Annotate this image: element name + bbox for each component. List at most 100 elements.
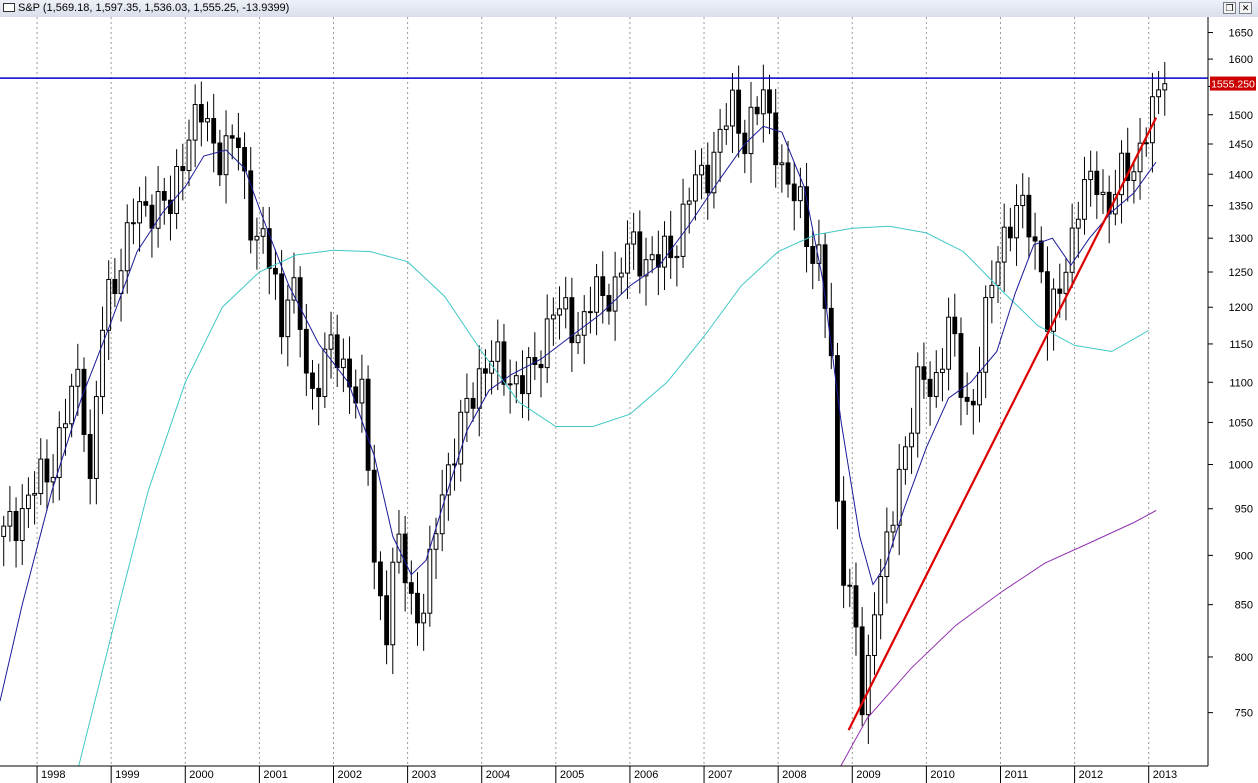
candle-body: [977, 371, 982, 406]
candle-body: [526, 357, 532, 395]
price-label: 850: [1235, 600, 1253, 612]
date-label: 2000: [189, 769, 213, 781]
candle-body: [310, 372, 315, 389]
candle-body: [1162, 83, 1168, 91]
candle-body: [686, 200, 692, 205]
candle-body: [297, 277, 303, 330]
price-label: 1400: [1229, 169, 1253, 181]
candle-body: [328, 334, 334, 350]
candle-body: [248, 170, 254, 241]
candle-body: [520, 375, 525, 395]
candle-body: [1038, 240, 1044, 273]
candle-body: [1156, 89, 1162, 98]
candle-body: [847, 584, 853, 587]
candle-body: [884, 531, 890, 578]
candle-body: [334, 334, 340, 369]
candle-body: [909, 432, 914, 448]
candle-body: [464, 397, 470, 413]
candle-body: [433, 533, 439, 550]
cycle-curve: [73, 225, 1149, 783]
candle-body: [186, 139, 192, 172]
candle-body: [155, 191, 161, 229]
candle-body: [229, 135, 235, 139]
candle-body: [841, 500, 847, 586]
price-label: 900: [1235, 550, 1253, 562]
candle-body: [1001, 226, 1007, 263]
candle-body: [1119, 152, 1124, 196]
candle-body: [896, 468, 902, 526]
price-label: 1200: [1229, 302, 1253, 314]
candle-body: [143, 201, 149, 206]
candle-body: [797, 186, 803, 202]
candle-body: [748, 106, 754, 155]
candle-body: [217, 142, 223, 176]
candle-body: [791, 183, 797, 202]
last-price-tag: 1555.250: [1210, 76, 1256, 91]
candle-body: [192, 104, 198, 141]
date-label: 2009: [856, 769, 880, 781]
date-label: 2003: [412, 769, 436, 781]
candle-body: [618, 272, 624, 278]
candle-body: [285, 299, 291, 338]
candle-body: [872, 614, 877, 656]
candle-body: [38, 458, 44, 495]
candle-body: [964, 396, 970, 402]
candle-body: [19, 508, 25, 542]
candle-body: [1075, 218, 1081, 229]
price-label: 750: [1235, 708, 1253, 720]
candle-body: [631, 231, 637, 245]
candle-body: [130, 222, 136, 225]
candle-body: [149, 204, 155, 229]
candle-body: [606, 295, 612, 312]
candle-body: [773, 112, 779, 166]
date-label: 2002: [337, 769, 361, 781]
price-label: 1000: [1229, 459, 1253, 471]
slow-moving-average: [836, 510, 1157, 773]
price-label: 1300: [1229, 233, 1253, 245]
date-label: 2007: [708, 769, 732, 781]
candle-body: [538, 363, 544, 369]
price-chart[interactable]: 750 800 850 900 950 1000 1050 1100 1150 1200 1250 1…: [0, 17, 1258, 783]
candle-body: [723, 125, 729, 130]
candle-body: [1143, 142, 1149, 145]
candle-body: [168, 199, 173, 214]
candle-body: [1100, 191, 1106, 196]
candle-body: [93, 396, 99, 479]
candle-body: [112, 278, 118, 295]
price-label: 1450: [1229, 139, 1253, 151]
candle-body: [174, 166, 180, 214]
window-title: S&P (1,569.18, 1,597.35, 1,536.03, 1,555…: [18, 2, 290, 14]
close-button[interactable]: ✕: [1239, 2, 1252, 14]
candle-body: [260, 228, 266, 237]
candle-body: [371, 469, 377, 563]
candle-body: [198, 104, 204, 123]
date-label: 2010: [930, 769, 954, 781]
date-label: 2006: [634, 769, 658, 781]
candle-body: [180, 166, 186, 172]
date-axis-labels: 1998 1999 2000 2001 2002 2003 2004 2005 2006 2007…: [36, 766, 1177, 783]
candle-body: [7, 510, 13, 527]
candle-body: [544, 318, 550, 369]
candle-body: [56, 427, 62, 478]
candle-body: [921, 366, 927, 380]
candle-body: [569, 297, 575, 344]
restore-button[interactable]: ❐: [1223, 2, 1236, 14]
candle-body: [445, 464, 451, 496]
plot-area: [0, 17, 1208, 766]
indicator-lines: [0, 77, 1208, 783]
date-axis: [0, 766, 1258, 783]
candle-body: [649, 254, 655, 261]
candle-body: [927, 378, 933, 397]
candle-body: [890, 524, 896, 533]
candle-body: [816, 244, 822, 264]
candle-body: [754, 106, 760, 115]
candle-body: [600, 276, 606, 297]
candle-body: [859, 626, 865, 716]
candle-body: [717, 128, 723, 153]
candle-body: [1051, 288, 1057, 332]
date-label: 2004: [486, 769, 510, 781]
candle-body: [1106, 191, 1112, 215]
candle-body: [87, 434, 93, 479]
candle-body: [699, 164, 704, 176]
candle-body: [359, 378, 365, 404]
